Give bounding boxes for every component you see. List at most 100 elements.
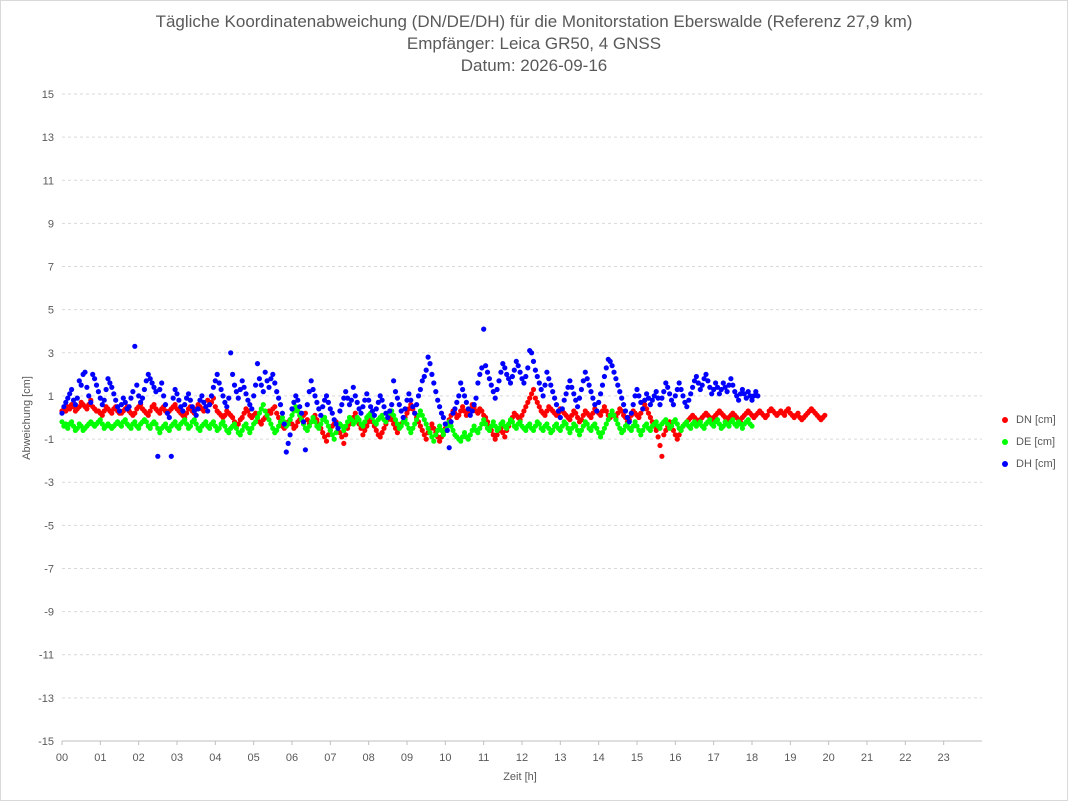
data-point <box>249 425 255 431</box>
data-point <box>331 417 337 423</box>
data-point <box>408 430 414 436</box>
data-point <box>253 410 259 416</box>
data-point <box>724 389 730 395</box>
data-point <box>743 395 749 401</box>
data-point <box>300 419 307 425</box>
data-point <box>304 417 310 423</box>
y-tick-label: 11 <box>43 175 54 187</box>
data-point <box>362 427 368 433</box>
data-point <box>444 427 450 433</box>
data-point <box>279 410 285 416</box>
data-point <box>306 389 312 395</box>
data-point <box>617 425 623 431</box>
legend-item-de: DE [cm] <box>1002 431 1056 453</box>
data-point <box>435 427 441 433</box>
data-point <box>143 419 149 425</box>
data-point <box>565 425 571 431</box>
data-point <box>339 434 345 440</box>
y-tick-label: -1 <box>44 434 54 446</box>
data-point <box>203 419 209 425</box>
data-point <box>63 399 69 405</box>
x-axis-title: Zeit [h] <box>503 771 537 783</box>
data-point <box>475 380 481 386</box>
data-point <box>419 378 425 384</box>
data-point <box>532 423 539 429</box>
data-point <box>306 423 312 429</box>
data-point <box>346 402 353 408</box>
data-point <box>603 421 609 427</box>
data-point <box>691 378 698 384</box>
data-point <box>530 427 537 433</box>
data-point <box>385 414 391 421</box>
y-tick-label: 5 <box>48 305 54 317</box>
data-point <box>519 412 525 418</box>
data-point <box>716 421 723 427</box>
data-point <box>701 425 707 431</box>
data-point <box>741 391 747 397</box>
data-point <box>714 384 721 390</box>
data-point <box>599 382 606 388</box>
data-point <box>540 427 546 433</box>
data-point <box>450 410 456 416</box>
data-point <box>573 423 579 429</box>
data-point <box>157 386 163 393</box>
data-point <box>538 386 544 393</box>
data-point <box>208 393 215 399</box>
data-point <box>394 395 400 401</box>
data-point <box>184 410 190 416</box>
data-point <box>151 384 157 390</box>
data-point <box>709 391 715 397</box>
data-point <box>433 389 439 395</box>
data-point <box>120 395 126 401</box>
data-point <box>596 430 602 436</box>
data-point <box>141 386 147 393</box>
data-point <box>599 430 606 436</box>
data-point <box>417 408 423 414</box>
data-point <box>391 421 397 427</box>
data-point <box>130 389 136 395</box>
data-point <box>663 417 669 423</box>
data-point <box>458 438 464 444</box>
data-point <box>670 402 677 408</box>
data-point <box>605 417 611 423</box>
data-point <box>477 371 483 377</box>
data-point <box>465 406 471 412</box>
data-point <box>739 425 746 431</box>
data-point <box>655 395 661 401</box>
data-point <box>308 419 314 425</box>
data-point <box>617 389 623 395</box>
data-point <box>628 427 634 433</box>
data-point <box>182 402 188 408</box>
data-point <box>575 427 581 433</box>
data-point <box>488 382 494 388</box>
data-point <box>115 404 121 410</box>
data-point <box>312 419 318 425</box>
data-point <box>323 393 330 399</box>
data-point <box>266 417 272 423</box>
x-tick-label: 12 <box>516 752 528 764</box>
data-point <box>697 386 703 393</box>
data-point <box>460 404 466 410</box>
data-point <box>155 425 161 431</box>
data-point <box>563 421 569 427</box>
data-point <box>684 404 690 410</box>
data-point <box>193 412 199 418</box>
data-point <box>210 419 216 425</box>
data-point <box>732 389 738 395</box>
data-point <box>553 402 560 408</box>
data-point <box>383 410 389 416</box>
data-point <box>542 412 548 418</box>
data-point <box>565 384 571 390</box>
data-point <box>751 393 757 399</box>
data-point <box>417 423 423 429</box>
x-tick-label: 17 <box>708 752 720 764</box>
data-point <box>59 410 65 416</box>
data-point <box>348 417 354 423</box>
data-point <box>588 427 594 433</box>
data-point <box>720 423 726 429</box>
x-tick-label: 23 <box>938 752 950 764</box>
data-point <box>437 423 443 429</box>
data-point <box>132 343 138 349</box>
data-point <box>440 432 446 438</box>
data-point <box>469 427 475 433</box>
